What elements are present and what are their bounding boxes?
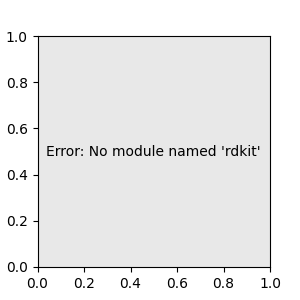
Text: Error: No module named 'rdkit': Error: No module named 'rdkit' bbox=[46, 145, 261, 158]
